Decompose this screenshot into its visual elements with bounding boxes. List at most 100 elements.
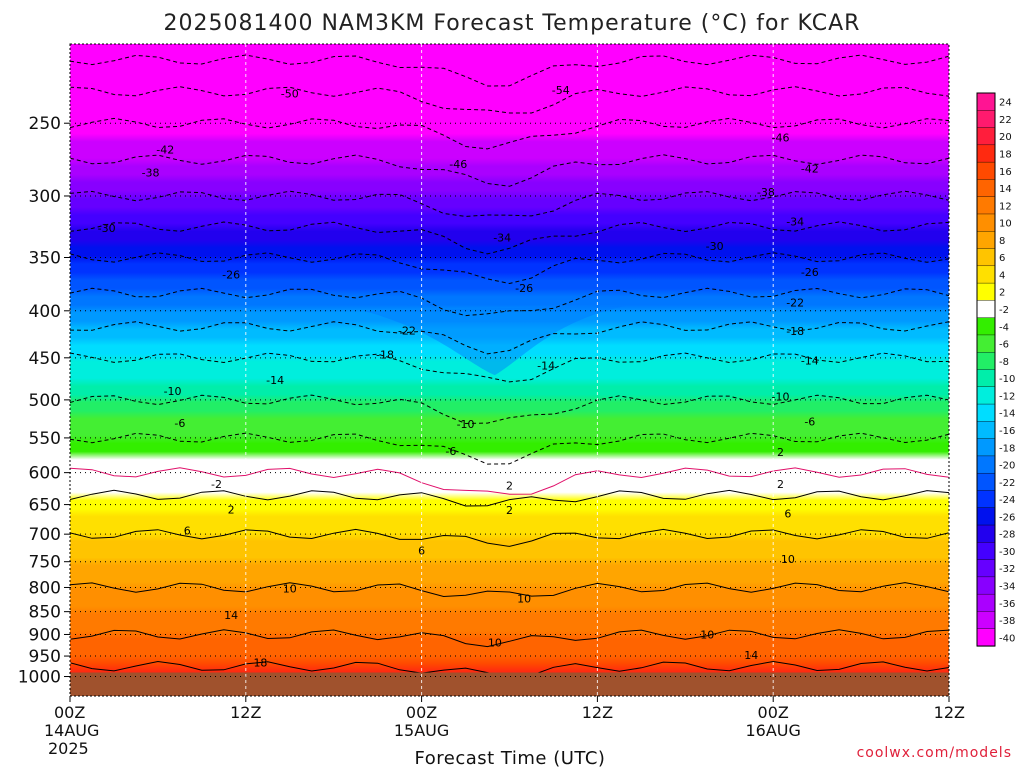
contour-label: -2 [211,478,222,491]
colorbar-swatch [976,352,996,371]
contour-label: 18 [253,656,267,669]
contour-label: 6 [418,544,425,557]
colorbar-swatch [976,179,996,198]
cold-pool-bulge [363,305,627,376]
colorbar-swatch [976,317,996,336]
colorbar-swatch [976,161,996,181]
temperature-field [70,44,949,696]
colorbar-swatch [976,265,996,284]
colorbar-label: -34 [999,582,1015,593]
colorbar-swatch [976,196,996,215]
plot-area: -50 -54-42-46-46-38 -42-38-30-34-34-30-26-… [70,44,949,696]
colorbar-swatch [976,542,996,561]
colorbar-label: -10 [999,374,1015,385]
y-tick-label: 650 [29,496,61,516]
y-axis: 2503003504004505005506006507007508008509… [18,114,70,688]
colorbar-swatch [976,282,996,301]
colorbar-label: -22 [999,478,1015,489]
contour-label: 6 [184,525,191,538]
colorbar-swatch [976,507,996,526]
colorbar-label: 8 [999,236,1005,247]
colorbar-label: -18 [999,443,1015,454]
contour-label: -6 [445,445,456,458]
colorbar-swatch [976,248,996,267]
colorbar-swatch [976,421,996,440]
contour-label: -42 [801,162,819,175]
contour-label: -38 [757,186,775,199]
colorbar: 24 22 20 18 16 14 12 10 8 6 4 2 -2 -4 -6 -8 -10 -12 -14 -16… [976,92,1015,647]
colorbar-frame [976,92,996,647]
y-tick-label: 450 [29,349,61,369]
colorbar-swatch [976,369,996,388]
grid-lines [70,44,949,696]
contour-label: -22 [398,324,416,337]
colorbar-swatch [976,92,996,111]
colorbar-label: -26 [999,512,1015,523]
isotherm-contours [70,54,949,679]
colorbar-swatch [976,455,996,474]
contour-label: -50 [281,87,299,100]
y-tick-label: 400 [29,302,61,322]
contour-label: 2 [506,504,513,517]
contour-label: 2 [228,503,235,516]
colorbar-swatch [976,403,996,422]
colorbar-swatch [976,110,996,129]
colorbar-label: -28 [999,530,1015,541]
y-tick-label: 950 [29,647,61,667]
contour-label: -38 [142,167,160,180]
contour-label: -54 [552,84,570,97]
x-date-label: 15AUG [394,721,449,740]
contour-label: 10 [517,592,531,605]
x-tick-label: 00Z [758,703,789,722]
contour-label: 10 [781,553,795,566]
colorbar-label: -24 [999,495,1015,506]
contour-label: 2 [506,480,513,493]
colorbar-label: -20 [999,461,1015,472]
contour-label: -6 [804,416,815,429]
x-tick-label: 12Z [934,703,965,722]
y-tick-label: 850 [29,603,61,623]
contour-label: -26 [222,268,240,281]
colorbar-label: -14 [999,409,1015,420]
ground-below-surface [70,672,949,696]
colorbar-label: -12 [999,391,1015,402]
colorbar-label: -38 [999,616,1015,627]
colorbar-label: -6 [999,340,1009,351]
colorbar-label: 18 [999,149,1012,160]
contour-label: 14 [744,649,758,662]
colorbar-swatch [976,593,996,613]
contour-label: 6 [784,508,791,521]
contour-label: 10 [488,636,502,649]
x-tick-label: 12Z [582,703,613,722]
chart-title: 2025081400 NAM3KM Forecast Temperature (… [164,11,861,36]
contour-label: -46 [772,131,790,144]
contour-label: -10 [164,385,182,398]
y-tick-label: 300 [29,187,61,207]
contour-label: -10 [772,391,790,404]
colorbar-label: 4 [999,270,1005,281]
y-tick-label: 550 [29,429,61,449]
y-tick-label: 800 [29,578,61,598]
contour-label: -30 [706,240,724,253]
y-tick-label: 900 [29,625,61,645]
contour-label: 2 [777,478,784,491]
contour-label: 2 [777,446,784,459]
colorbar-swatch [976,334,996,353]
contour-label: -34 [786,216,804,229]
y-tick-label: 750 [29,553,61,573]
colorbar-label: -30 [999,547,1015,558]
contour-label: -18 [376,348,394,361]
colorbar-label: -40 [999,633,1015,644]
contour-label: -34 [493,232,511,245]
colorbar-label: -32 [999,564,1015,575]
colorbar-swatch [976,144,996,163]
colorbar-swatch [976,576,996,595]
colorbar-label: 10 [999,219,1012,230]
contour-label: -14 [801,354,819,367]
colorbar-label: -8 [999,357,1009,368]
contour-label: 14 [224,609,238,622]
contour-label: -42 [156,143,174,156]
contour-label: -10 [457,418,475,431]
